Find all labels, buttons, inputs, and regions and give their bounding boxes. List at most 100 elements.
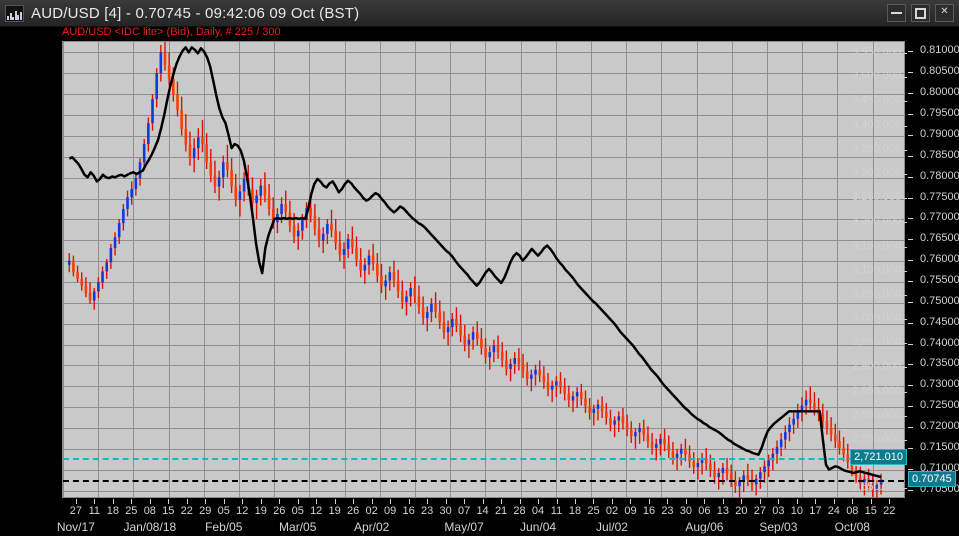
candle-body: [605, 411, 608, 418]
candle-body: [271, 208, 275, 223]
left-axis-tick: [902, 222, 907, 223]
date-axis-day-label: 08: [143, 505, 156, 517]
plot-area[interactable]: [62, 41, 905, 498]
candle-body: [442, 322, 446, 333]
candle-body: [434, 303, 437, 312]
grid-line-h: [63, 94, 904, 95]
date-axis-tick: [113, 499, 114, 504]
grid-lines: [63, 42, 904, 497]
date-axis-day-label: 12: [310, 505, 323, 517]
left-axis-tick: [902, 367, 907, 368]
date-axis-day-label: 29: [199, 505, 212, 517]
candle-body: [692, 461, 696, 468]
candle-body: [113, 237, 117, 249]
date-axis-day-label: 18: [106, 505, 119, 517]
candle-body: [734, 480, 737, 487]
right-axis-tick: [908, 135, 913, 136]
date-axis-day-label: 12: [236, 505, 249, 517]
date-axis-month-label: Jan/08/18: [123, 520, 177, 534]
date-axis-tick: [667, 499, 668, 504]
candle-body: [509, 363, 512, 369]
candle-body: [317, 228, 321, 241]
date-axis-day-label: 14: [476, 505, 489, 517]
date-axis-tick: [372, 499, 373, 504]
candle-body: [105, 262, 109, 272]
date-axis-tick: [630, 499, 631, 504]
candle-body: [555, 381, 558, 386]
candle-body: [833, 434, 837, 442]
maximize-button[interactable]: [911, 4, 930, 22]
candle-body: [292, 225, 296, 237]
candle-body: [700, 457, 704, 463]
date-axis-month-label: Nov/17: [56, 520, 95, 534]
candle-body: [742, 475, 745, 482]
left-axis-tick: [902, 101, 907, 102]
left-axis-tick: [902, 271, 907, 272]
grid-line-v: [63, 42, 64, 497]
date-axis-tick: [390, 499, 391, 504]
candle-body: [326, 223, 329, 234]
overlay-line: [68, 46, 882, 479]
candle-body: [405, 296, 408, 303]
date-axis-day-label: 05: [291, 505, 304, 517]
candle-body: [142, 144, 146, 163]
right-axis-tick: [908, 364, 913, 365]
close-button[interactable]: ✕: [935, 4, 954, 22]
date-axis-tick: [427, 499, 428, 504]
date-axis-tick: [871, 499, 872, 504]
date-axis-tick: [242, 499, 243, 504]
candle-body: [550, 385, 554, 390]
right-axis-tick: [908, 72, 913, 73]
grid-line-h: [63, 136, 904, 137]
grid-line-h: [63, 303, 904, 304]
left-axis-tick-label: 3,400.000: [852, 118, 901, 131]
date-axis-day-label: 26: [273, 505, 286, 517]
date-axis-month-label: Oct/08: [834, 520, 870, 534]
date-axis-tick: [131, 499, 132, 504]
date-axis-tick: [205, 499, 206, 504]
date-axis-tick: [298, 499, 299, 504]
minimize-button[interactable]: [887, 4, 906, 22]
window-title: AUD/USD [4] - 0.70745 - 09:42:06 09 Oct …: [31, 4, 360, 22]
candle-body: [255, 195, 258, 204]
candle-body: [384, 280, 387, 287]
candle-body: [534, 369, 537, 375]
candle-body: [367, 255, 371, 265]
grid-line-v: [591, 42, 592, 497]
window-controls: ✕: [887, 4, 954, 22]
date-axis-day-label: 18: [568, 505, 582, 517]
grid-line-v: [309, 42, 310, 497]
left-axis-highlight: 2,721.010: [850, 448, 907, 465]
date-axis-tick: [353, 499, 354, 504]
candle-body: [617, 416, 621, 421]
right-axis-tick: [908, 198, 913, 199]
candle-body: [221, 162, 225, 178]
candle-body: [446, 327, 450, 333]
candle-body: [488, 352, 492, 358]
candle-body: [355, 247, 358, 260]
candle-body: [342, 248, 346, 255]
date-axis-tick: [741, 499, 742, 504]
candle-body: [380, 275, 383, 287]
grid-line-v: [732, 42, 733, 497]
candle-body: [338, 243, 342, 255]
right-axis-tick: [908, 51, 913, 52]
candle-body: [284, 203, 288, 213]
right-axis-tick-label: 0.75500: [920, 273, 959, 286]
grid-line-h: [63, 178, 904, 179]
candle-body: [455, 318, 458, 326]
candle-body: [559, 381, 562, 388]
candle-body: [296, 230, 300, 237]
grid-line-h: [63, 73, 904, 74]
date-axis-day-label: 27: [69, 505, 82, 517]
candle-body: [721, 467, 725, 473]
left-axis-tick: [902, 416, 907, 417]
date-axis-tick: [612, 499, 613, 504]
grid-line-h: [63, 365, 904, 366]
candle-body: [800, 405, 804, 413]
candle-body: [321, 233, 325, 241]
date-axis-day-label: 02: [365, 505, 378, 517]
left-axis-tick: [902, 126, 907, 127]
candle-body: [197, 137, 200, 149]
candle-body: [130, 188, 133, 198]
